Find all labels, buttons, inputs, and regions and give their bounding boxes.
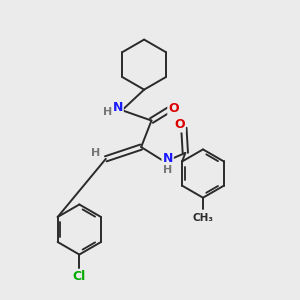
Text: H: H [163,165,172,175]
Text: O: O [174,118,185,131]
Text: CH₃: CH₃ [193,213,214,223]
Text: N: N [112,101,123,114]
Text: H: H [91,148,100,158]
Text: Cl: Cl [73,270,86,283]
Text: N: N [163,152,173,165]
Text: O: O [168,102,179,115]
Text: H: H [103,107,112,117]
